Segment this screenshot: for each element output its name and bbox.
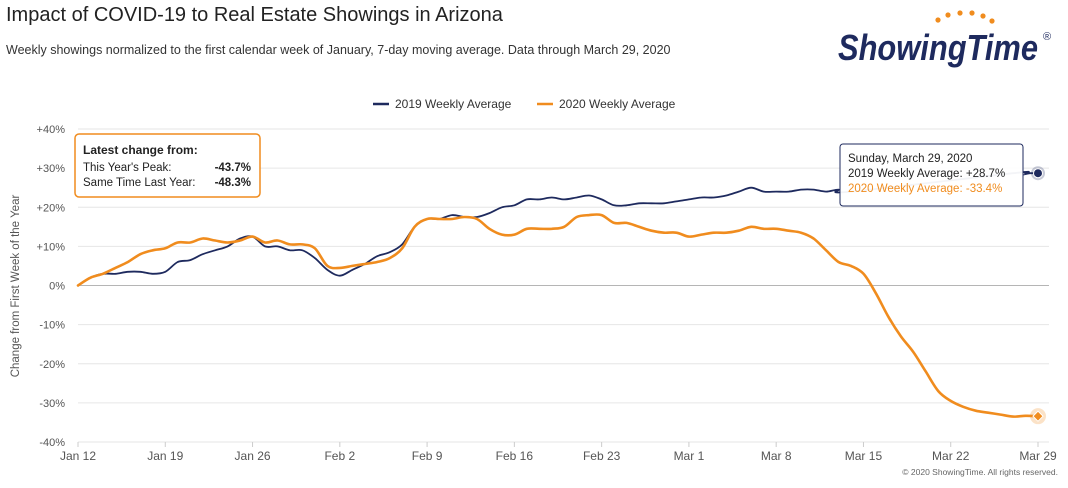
info-box-title: Latest change from: (83, 143, 198, 157)
series-2020-line[interactable] (76, 213, 1040, 418)
tooltip-label-2019: 2019 Weekly Average: (848, 168, 963, 180)
info-box-row-label: Same Time Last Year: (83, 177, 196, 189)
x-tick-label: Mar 1 (674, 449, 705, 463)
showingtime-logo: ShowingTime ® (838, 10, 1051, 68)
tooltip: Sunday, March 29, 2020 2019 Weekly Avera… (839, 143, 1024, 207)
x-tick-label: Feb 9 (412, 449, 443, 463)
legend-label-2020: 2020 Weekly Average (559, 97, 676, 111)
legend-item-2020[interactable]: 2020 Weekly Average (537, 97, 676, 111)
series-lines (76, 170, 1040, 418)
y-tick-label: +40% (37, 124, 66, 136)
tooltip-line-2019: 2019 Weekly Average: +28.7% (848, 168, 1005, 180)
logo-wordmark: ShowingTime (838, 27, 1038, 68)
hover-markers (1022, 166, 1046, 425)
x-tick-label: Mar 29 (1019, 449, 1057, 463)
y-tick-label: +10% (37, 241, 66, 253)
info-box-row-value: -48.3% (215, 177, 251, 189)
x-tick-label: Feb 2 (324, 449, 355, 463)
y-tick-label: +30% (37, 163, 66, 175)
legend: 2019 Weekly Average 2020 Weekly Average (373, 97, 676, 111)
x-tick-label: Jan 12 (60, 449, 96, 463)
x-tick-label: Jan 19 (147, 449, 183, 463)
x-tick-label: Feb 23 (583, 449, 621, 463)
y-tick-label: -20% (39, 359, 65, 371)
y-tick-label: 0% (49, 281, 65, 293)
y-tick-label: -40% (39, 437, 65, 449)
tooltip-value-2020: -33.4% (966, 183, 1002, 195)
x-tick-label: Jan 26 (235, 449, 271, 463)
tooltip-value-2019: +28.7% (966, 168, 1005, 180)
y-tick-label: +20% (37, 202, 66, 214)
series-2019-line[interactable] (77, 170, 1039, 287)
x-tick-label: Feb 16 (496, 449, 534, 463)
info-box-row-value: -43.7% (215, 162, 251, 174)
y-tick-label: -10% (39, 320, 65, 332)
y-tick-label: -30% (39, 398, 65, 410)
x-tick-label: Mar 8 (761, 449, 792, 463)
tooltip-label-2020: 2020 Weekly Average: (848, 183, 963, 195)
chart-subtitle: Weekly showings normalized to the first … (6, 43, 671, 57)
x-tick-label: Mar 22 (932, 449, 970, 463)
tooltip-connector (1022, 172, 1032, 176)
tooltip-date: Sunday, March 29, 2020 (848, 153, 972, 165)
info-box-frame (74, 133, 261, 198)
x-axis-ticks: Jan 12 Jan 19 Jan 26 Feb 2 Feb 9 Feb 16 Feb 23… (60, 442, 1057, 463)
x-tick-label: Mar 15 (845, 449, 883, 463)
tooltip-line-2020: 2020 Weekly Average: -33.4% (848, 183, 1002, 195)
copyright-notice: © 2020 ShowingTime. All rights reserved. (902, 467, 1058, 477)
legend-label-2019: 2019 Weekly Average (395, 97, 512, 111)
logo-dots-icon (935, 10, 995, 24)
hover-marker-2020[interactable] (1032, 410, 1044, 422)
y-axis-ticks: -40% -30% -20% -10% 0% +10% +20% +30% +40% (37, 124, 66, 449)
y-axis-label: Change from First Week of the Year (10, 195, 22, 378)
info-box: Latest change from: This Year's Peak: -4… (74, 133, 261, 198)
logo-registered-mark: ® (1043, 31, 1051, 43)
chart-title: Impact of COVID-19 to Real Estate Showin… (6, 4, 503, 26)
legend-item-2019[interactable]: 2019 Weekly Average (373, 97, 512, 111)
hover-marker-2019[interactable] (1033, 168, 1043, 179)
info-box-row-label: This Year's Peak: (83, 162, 172, 174)
